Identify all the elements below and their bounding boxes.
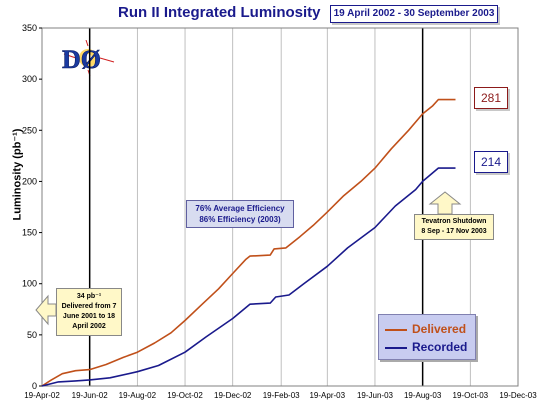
x-tick-label: 19-Jun-02 [72, 391, 109, 400]
y-tick-label: 300 [22, 74, 37, 84]
delivered-end-label: 281 [474, 87, 508, 109]
legend-label-recorded: Recorded [412, 340, 468, 354]
y-tick-label: 0 [32, 381, 37, 391]
legend-item-recorded: Recorded [385, 340, 467, 354]
efficiency-average: 76% Average Efficiency [195, 204, 285, 213]
shutdown-title: Tevatron Shutdown [421, 218, 487, 225]
legend-swatch-recorded [385, 346, 407, 349]
x-tick-label: 19-Feb-03 [263, 391, 300, 400]
y-tick-label: 150 [22, 228, 37, 238]
efficiency-annotation: 76% Average Efficiency 86% Efficiency (2… [186, 200, 294, 228]
recorded-end-label: 214 [474, 151, 508, 173]
chart-legend: Delivered Recorded [378, 314, 476, 360]
pre-run-line-1: 34 pb⁻¹ [76, 293, 102, 300]
series-lines [41, 98, 456, 387]
annotation-arrows [35, 191, 462, 326]
efficiency-2003: 86% Efficiency (2003) [199, 215, 281, 224]
series-line-recorded [41, 167, 456, 387]
y-tick-label: 350 [22, 23, 37, 33]
x-tick-label: 19-Apr-02 [24, 391, 60, 400]
x-tick-label: 19-Aug-02 [119, 391, 157, 400]
y-tick-label: 250 [22, 125, 37, 135]
y-tick-label: 100 [22, 279, 37, 289]
x-tick-label: 19-Jun-03 [357, 391, 394, 400]
pre-run-line-4: April 2002 [72, 323, 106, 330]
shutdown-annotation: Tevatron Shutdown 8 Sep - 17 Nov 2003 [414, 214, 494, 240]
x-tick-label: 19-Dec-02 [214, 391, 252, 400]
x-tick-label: 19-Oct-03 [453, 391, 489, 400]
pre-run-line-2: Delivered from 7 [61, 303, 117, 310]
x-tick-label: 19-Apr-03 [309, 391, 345, 400]
legend-item-delivered: Delivered [385, 322, 466, 336]
y-tick-label: 200 [22, 176, 37, 186]
pre-run-line-3: June 2001 to 18 [62, 313, 116, 320]
chart-subtitle: 19 April 2002 - 30 September 2003 [330, 5, 498, 23]
y-tick-label: 50 [27, 330, 37, 340]
pre-run-arrow [35, 294, 57, 326]
x-tick-label: 19-Aug-03 [404, 391, 442, 400]
pre-run-annotation: 34 pb⁻¹ Delivered from 7 June 2001 to 18… [56, 288, 122, 336]
x-tick-label: 19-Dec-03 [499, 391, 537, 400]
logo-text: DØ [62, 45, 101, 74]
series-line-delivered [41, 98, 456, 387]
shutdown-arrow [428, 191, 462, 215]
axes: 19-Apr-02 19-Jun-02 19-Aug-02 19-Oct-02 19-D… [22, 23, 537, 400]
chart-title: Run II Integrated Luminosity [118, 4, 321, 21]
shutdown-dates: 8 Sep - 17 Nov 2003 [421, 228, 487, 235]
x-tick-label: 19-Oct-02 [167, 391, 203, 400]
legend-label-delivered: Delivered [412, 322, 467, 336]
legend-swatch-delivered [385, 328, 407, 331]
plot-frame [41, 27, 519, 387]
